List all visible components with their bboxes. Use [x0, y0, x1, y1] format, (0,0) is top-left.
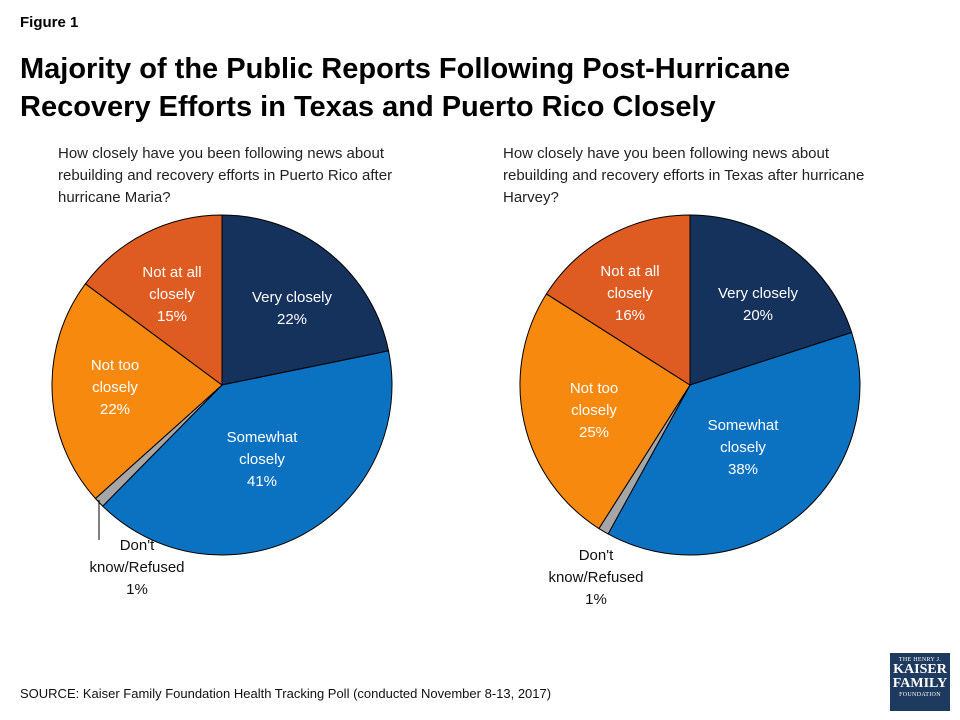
kff-logo: THE HENRY J. KAISER FAMILY FOUNDATION [890, 653, 950, 711]
logo-line-3: FAMILY [892, 676, 948, 691]
data-label-texas-not-at-all-closely: Not at all closely 16% [600, 263, 659, 324]
pie-question-texas: How closely have you been following news… [503, 145, 865, 206]
chart-title: Majority of the Public Reports Following… [20, 53, 791, 123]
pie-slice-texas-not-at-all-closely [545, 214, 691, 386]
pie-slice-puerto-rico-not-too-closely [51, 283, 223, 500]
pie-slice-puerto-rico-somewhat-closely [102, 350, 393, 556]
source-note: SOURCE: Kaiser Family Foundation Health … [20, 686, 552, 701]
data-label-puerto-rico-not-too-closely: Not too closely 22% [91, 357, 139, 418]
data-label-texas-dont-know: Don't know/Refused 1% [548, 547, 643, 608]
pie-question-puerto-rico: How closely have you been following news… [58, 145, 393, 206]
logo-line-1: THE HENRY J. [898, 657, 942, 663]
figure-label: Figure 1 [20, 14, 79, 31]
data-label-puerto-rico-somewhat-closely: Somewhat closely 41% [227, 429, 299, 490]
pie-puerto-rico: Very closely 22% Somewhat closely 41% Don't kn… [51, 214, 393, 598]
pie-slice-puerto-rico-not-at-all-closely [84, 214, 223, 386]
logo-line-4: FOUNDATION [899, 692, 941, 698]
data-label-texas-not-too-closely: Not too closely 25% [570, 380, 618, 441]
pie-texas: Very closely 20% Somewhat closely 38% Don't kn… [519, 214, 861, 608]
data-label-texas-somewhat-closely: Somewhat closely 38% [708, 417, 780, 478]
logo-line-2: KAISER [893, 662, 947, 677]
data-label-puerto-rico-very-closely: Very closely 22% [252, 289, 333, 328]
pie-slice-texas-not-too-closely [519, 293, 691, 530]
data-label-puerto-rico-not-at-all-closely: Not at all closely 15% [142, 264, 201, 325]
data-label-texas-very-closely: Very closely 20% [718, 285, 799, 324]
pie-slice-puerto-rico-very-closely [221, 214, 390, 386]
pie-slice-texas-very-closely [689, 214, 853, 386]
pie-slice-texas-somewhat-closely [607, 331, 861, 556]
data-label-puerto-rico-dont-know: Don't know/Refused 1% [89, 537, 184, 598]
